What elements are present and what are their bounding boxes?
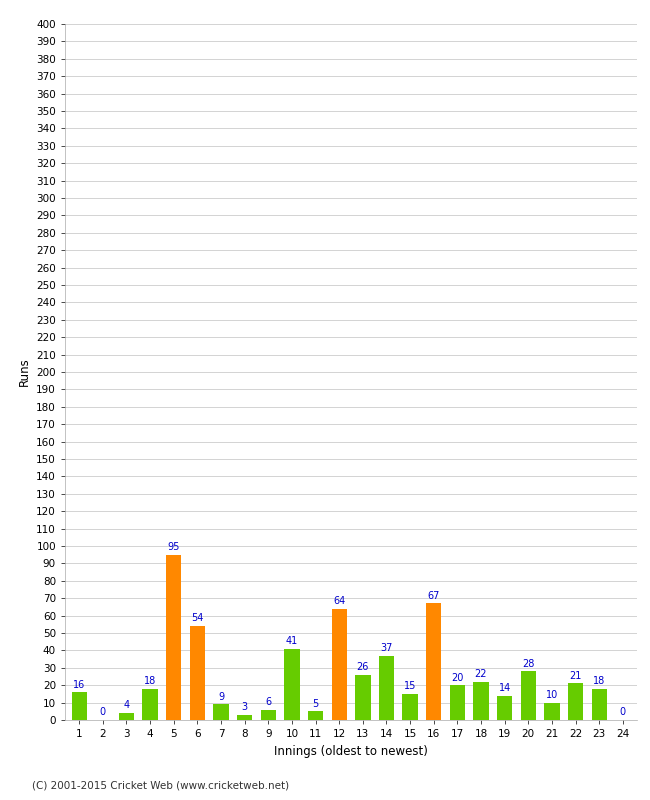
Text: 18: 18 xyxy=(144,676,156,686)
Bar xyxy=(190,626,205,720)
Text: 95: 95 xyxy=(168,542,180,552)
Bar xyxy=(544,702,560,720)
Bar xyxy=(284,649,300,720)
Bar xyxy=(332,609,347,720)
Text: 18: 18 xyxy=(593,676,605,686)
Bar xyxy=(237,714,252,720)
Text: 5: 5 xyxy=(313,698,318,709)
Text: 21: 21 xyxy=(569,671,582,681)
Bar xyxy=(473,682,489,720)
Text: 10: 10 xyxy=(546,690,558,700)
Bar xyxy=(142,689,158,720)
Text: 22: 22 xyxy=(474,669,488,679)
Bar xyxy=(521,671,536,720)
Bar xyxy=(379,656,394,720)
Text: 37: 37 xyxy=(380,643,393,653)
Text: 28: 28 xyxy=(522,658,534,669)
Text: 26: 26 xyxy=(357,662,369,672)
Bar xyxy=(568,683,583,720)
Bar xyxy=(166,554,181,720)
Bar xyxy=(497,696,512,720)
Text: 4: 4 xyxy=(124,701,129,710)
Text: 20: 20 xyxy=(451,673,463,682)
Bar xyxy=(72,692,87,720)
Y-axis label: Runs: Runs xyxy=(18,358,31,386)
Bar xyxy=(119,713,134,720)
Text: 67: 67 xyxy=(428,591,440,601)
Bar xyxy=(450,685,465,720)
Bar xyxy=(308,711,323,720)
Text: 16: 16 xyxy=(73,679,85,690)
Bar xyxy=(213,704,229,720)
Text: 0: 0 xyxy=(99,707,106,718)
Bar xyxy=(261,710,276,720)
X-axis label: Innings (oldest to newest): Innings (oldest to newest) xyxy=(274,745,428,758)
Text: 9: 9 xyxy=(218,692,224,702)
Text: (C) 2001-2015 Cricket Web (www.cricketweb.net): (C) 2001-2015 Cricket Web (www.cricketwe… xyxy=(32,781,290,790)
Text: 54: 54 xyxy=(191,614,203,623)
Bar xyxy=(402,694,418,720)
Text: 0: 0 xyxy=(619,707,626,718)
Text: 15: 15 xyxy=(404,682,416,691)
Bar xyxy=(592,689,607,720)
Bar xyxy=(426,603,441,720)
Text: 6: 6 xyxy=(265,697,271,707)
Bar xyxy=(355,674,370,720)
Text: 3: 3 xyxy=(242,702,248,712)
Text: 14: 14 xyxy=(499,683,511,693)
Text: 64: 64 xyxy=(333,596,345,606)
Text: 41: 41 xyxy=(286,636,298,646)
